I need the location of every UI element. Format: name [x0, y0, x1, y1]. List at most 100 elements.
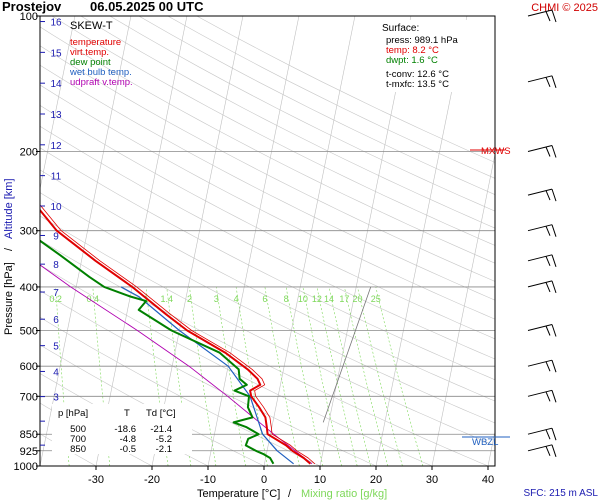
mixing-ratio-label: 2: [187, 294, 192, 304]
dry-adiabat: [80, 16, 495, 229]
mxws-marker: MXWS: [470, 146, 511, 157]
altitude-tick-label: 10: [50, 202, 62, 213]
sfc-label: SFC: 215 m ASL: [524, 488, 599, 499]
dry-adiabat: [40, 192, 495, 424]
table-cell: -5.2: [156, 434, 172, 445]
pressure-tick-label: 700: [20, 391, 38, 403]
altitude-tick-label: 6: [53, 315, 59, 326]
isotherm: [544, 16, 600, 466]
mixing-ratio-label: 17: [339, 294, 349, 304]
mixing-ratio-label: 12: [312, 294, 322, 304]
temperature-tick-label: 0: [261, 474, 267, 486]
mixing-ratio-line: [316, 286, 358, 466]
altitude-tick-label: 14: [50, 79, 62, 90]
temperature-tick-label: -10: [200, 474, 216, 486]
wind-barb: [527, 444, 557, 457]
dry-adiabat: [40, 45, 495, 282]
pressure-tick-label: 925: [20, 446, 38, 458]
dry-adiabat: [40, 26, 495, 264]
legend-item-dew-point: dew point: [70, 57, 111, 68]
temperature-curve: [40, 208, 312, 465]
wind-barb: [527, 145, 557, 158]
sounding-datetime: 06.05.2025 00 UTC: [90, 0, 204, 14]
altitude-tick-label: 15: [50, 48, 62, 59]
dry-adiabat: [40, 105, 495, 340]
temperature-tick-label: -30: [88, 474, 104, 486]
isotherm: [95, 16, 188, 466]
wind-barb: [527, 280, 557, 294]
altitude-tick-label: 4: [53, 367, 59, 378]
surface-dwpt: dwpt: 1.6 °C: [386, 55, 438, 66]
updraft-vtemp-curve: [40, 264, 313, 465]
dry-adiabat: [109, 16, 495, 212]
dry-adiabat: [40, 125, 495, 360]
pressure-tick-label: 100: [20, 11, 38, 23]
mixing-ratio-label: 3: [214, 294, 219, 304]
dry-adiabat: [40, 169, 495, 402]
mixing-ratio-line: [328, 286, 371, 466]
lifting-line: [322, 286, 372, 423]
isotherm: [263, 16, 356, 466]
wind-barb: [527, 359, 557, 373]
isotherm: [40, 16, 132, 466]
y-axis-title-pressure: Pressure [hPa]: [3, 262, 15, 335]
y-axis-title-altitude: Altitude [km]: [3, 178, 15, 239]
plot-border: [39, 15, 496, 467]
altitude-tick-label: 12: [50, 141, 62, 152]
altitude-tick-label: 8: [53, 260, 59, 271]
table-cell: -4.8: [120, 434, 136, 445]
isotherm: [487, 429, 495, 466]
mixing-ratio-label: 10: [298, 294, 308, 304]
wind-barb: [527, 75, 557, 88]
wind-barb: [527, 224, 557, 237]
mixing-ratio-line: [285, 286, 324, 466]
surface-press: press: 989.1 hPa: [386, 35, 459, 46]
temperature-tick-label: 20: [370, 474, 382, 486]
wind-barb: [527, 188, 557, 202]
mixing-ratio-line: [302, 286, 342, 466]
mxws-label: MXWS: [481, 146, 511, 157]
surface-info: Surface: press: 989.1 hPa temp: 8.2 °C d…: [378, 20, 470, 92]
dry-adiabat: [40, 147, 495, 381]
mixing-ratio-label: 1.4: [160, 294, 173, 304]
legend: SKEW-T temperature virt.temp. dew point …: [69, 20, 133, 88]
dry-adiabat: [51, 16, 495, 246]
dry-adiabat: [40, 84, 495, 320]
pressure-tick-label: 1000: [14, 461, 38, 473]
mixing-ratio-label: 25: [371, 294, 381, 304]
isotherm: [207, 16, 300, 466]
mixing-ratio-label: 20: [352, 294, 362, 304]
table-cell: -21.4: [150, 424, 172, 435]
legend-item-wet-bulb: wet bulb temp.: [69, 67, 132, 78]
dry-adiabat: [40, 64, 495, 301]
table-cell: -0.5: [120, 444, 136, 455]
level-table: p [hPa] T Td [°C] 500 -18.6 -21.4 700 -4…: [52, 404, 192, 455]
table-cell: 700: [70, 434, 86, 445]
altitude-tick-label: 7: [53, 288, 59, 299]
mixing-ratio-label: 8: [284, 294, 289, 304]
station-name: Prostejov: [2, 0, 62, 14]
wind-barbs: [527, 9, 557, 457]
surface-title: Surface:: [382, 23, 419, 34]
mixing-ratio-label: 6: [262, 294, 267, 304]
isotherm: [0, 16, 19, 466]
isotherm: [40, 16, 76, 191]
x-axis-title-temperature: Temperature [°C]: [197, 488, 280, 500]
y-axis-title-separator: /: [3, 247, 15, 251]
table-cell: -2.1: [156, 444, 172, 455]
mixing-ratio-label: 0.2: [49, 294, 62, 304]
table-header-p: p [hPa]: [58, 408, 88, 419]
mixing-ratio-line: [344, 286, 389, 466]
wind-barb: [527, 427, 557, 441]
altitude-tick-label: 3: [53, 393, 59, 404]
wbzl-marker: WBZL: [462, 436, 510, 448]
temperature-tick-label: 30: [426, 474, 438, 486]
dewpoint-curve: [40, 239, 275, 465]
pressure-tick-label: 400: [20, 282, 38, 294]
surface-tmxfc: t-mxfc: 13.5 °C: [386, 79, 449, 90]
temperature-tick-label: -20: [144, 474, 160, 486]
surface-tconv: t-conv: 12.6 °C: [386, 69, 449, 80]
x-axis-title-separator: /: [288, 488, 292, 500]
pressure-tick-label: 300: [20, 226, 38, 238]
pressure-tick-label: 600: [20, 361, 38, 373]
